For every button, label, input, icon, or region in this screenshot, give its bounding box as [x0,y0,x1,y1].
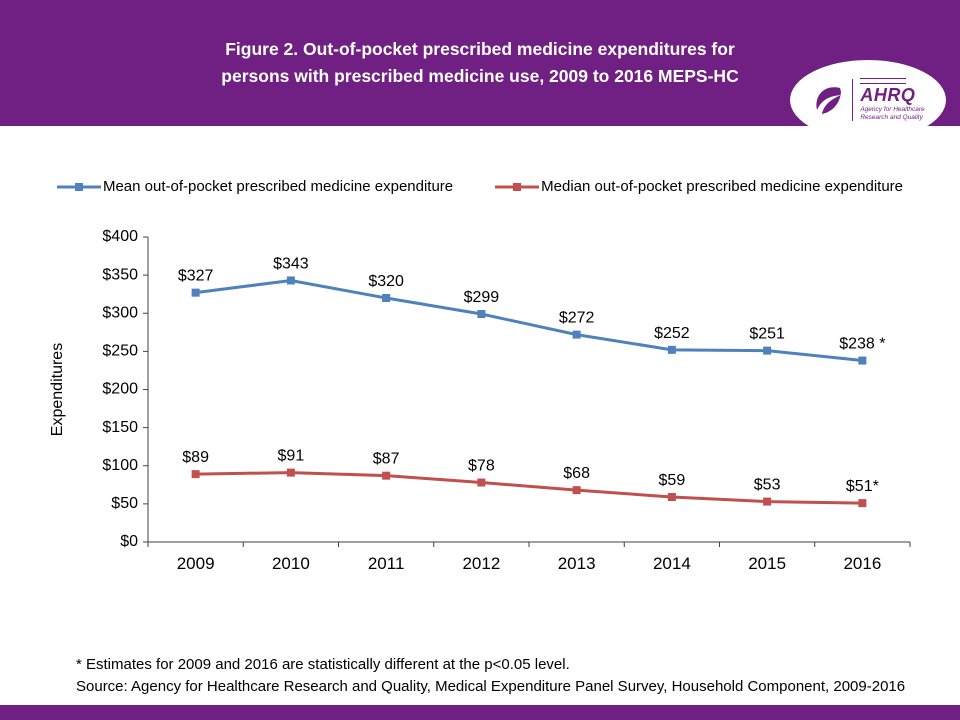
svg-text:$320: $320 [368,273,404,290]
svg-text:$350: $350 [102,266,138,283]
svg-text:$150: $150 [102,419,138,436]
line-chart-svg: $0 $50 $100 $150 $200 $250 $300 $350 $400 2009 201… [49,228,911,573]
svg-text:2014: 2014 [653,554,691,573]
svg-text:2013: 2013 [558,554,596,573]
svg-text:$59: $59 [659,472,686,489]
footnote-source: Source: Agency for Healthcare Research a… [76,678,906,695]
hhs-eagle-icon [811,83,845,117]
footer-bar [0,705,960,720]
chart-legend: Mean out-of-pocket prescribed medicine e… [0,178,960,195]
legend-mean-label: Mean out-of-pocket prescribed medicine e… [102,178,454,195]
svg-text:$0: $0 [120,533,138,550]
svg-text:$299: $299 [464,289,500,306]
chart-area: $0 $50 $100 $150 $200 $250 $300 $350 $400 2009 201… [40,222,920,597]
ahrq-wordmark: AHRQ [860,84,916,105]
page-title: Figure 2. Out-of-pocket prescribed medic… [140,0,820,90]
svg-text:$91: $91 [278,448,305,465]
svg-text:$400: $400 [102,228,138,245]
svg-text:2015: 2015 [748,554,786,573]
legend-median-label: Median out-of-pocket prescribed medicine… [541,178,904,195]
svg-text:$272: $272 [559,310,595,327]
svg-text:$78: $78 [468,458,495,475]
svg-text:$238 *: $238 * [839,336,885,353]
svg-text:2011: 2011 [368,554,405,573]
svg-text:$200: $200 [102,381,138,398]
svg-text:$252: $252 [654,325,690,342]
svg-text:2016: 2016 [843,554,881,573]
svg-text:$100: $100 [102,457,138,474]
logo-divider [852,79,854,121]
svg-text:$343: $343 [273,255,309,272]
ahrq-wordmark-block: AHRQ Agency for Healthcare Research and … [860,77,925,122]
page-title-line1: Figure 2. Out-of-pocket prescribed medic… [225,39,735,59]
legend-median-marker-icon [495,182,540,191]
svg-text:$51*: $51* [846,478,879,495]
svg-text:$89: $89 [182,449,209,466]
legend-item-median: Median out-of-pocket prescribed medicine… [495,178,903,195]
svg-text:$50: $50 [111,495,138,512]
svg-text:$87: $87 [373,451,400,468]
page-title-line2: persons with prescribed medicine use, 20… [221,66,739,86]
svg-text:2012: 2012 [462,554,500,573]
svg-text:$250: $250 [102,343,138,360]
legend-mean-marker-icon [56,182,101,191]
legend-item-mean: Mean out-of-pocket prescribed medicine e… [56,178,454,195]
footnotes: * Estimates for 2009 and 2016 are statis… [76,654,936,698]
svg-text:$300: $300 [102,304,138,321]
svg-text:2010: 2010 [272,554,310,573]
footnote-significance: * Estimates for 2009 and 2016 are statis… [76,656,570,673]
svg-text:$68: $68 [563,465,590,482]
svg-text:Expenditures: Expenditures [49,343,66,436]
svg-text:2009: 2009 [177,554,215,573]
svg-text:$327: $327 [178,268,214,285]
ahrq-tagline: Agency for Healthcare Research and Quali… [860,105,925,121]
svg-text:$251: $251 [749,326,785,343]
hhs-ahrq-logo: AHRQ Agency for Healthcare Research and … [790,60,946,140]
header-banner: Figure 2. Out-of-pocket prescribed medic… [0,0,960,126]
svg-text:$53: $53 [754,477,781,494]
ahrq-stripes-icon [860,77,907,84]
